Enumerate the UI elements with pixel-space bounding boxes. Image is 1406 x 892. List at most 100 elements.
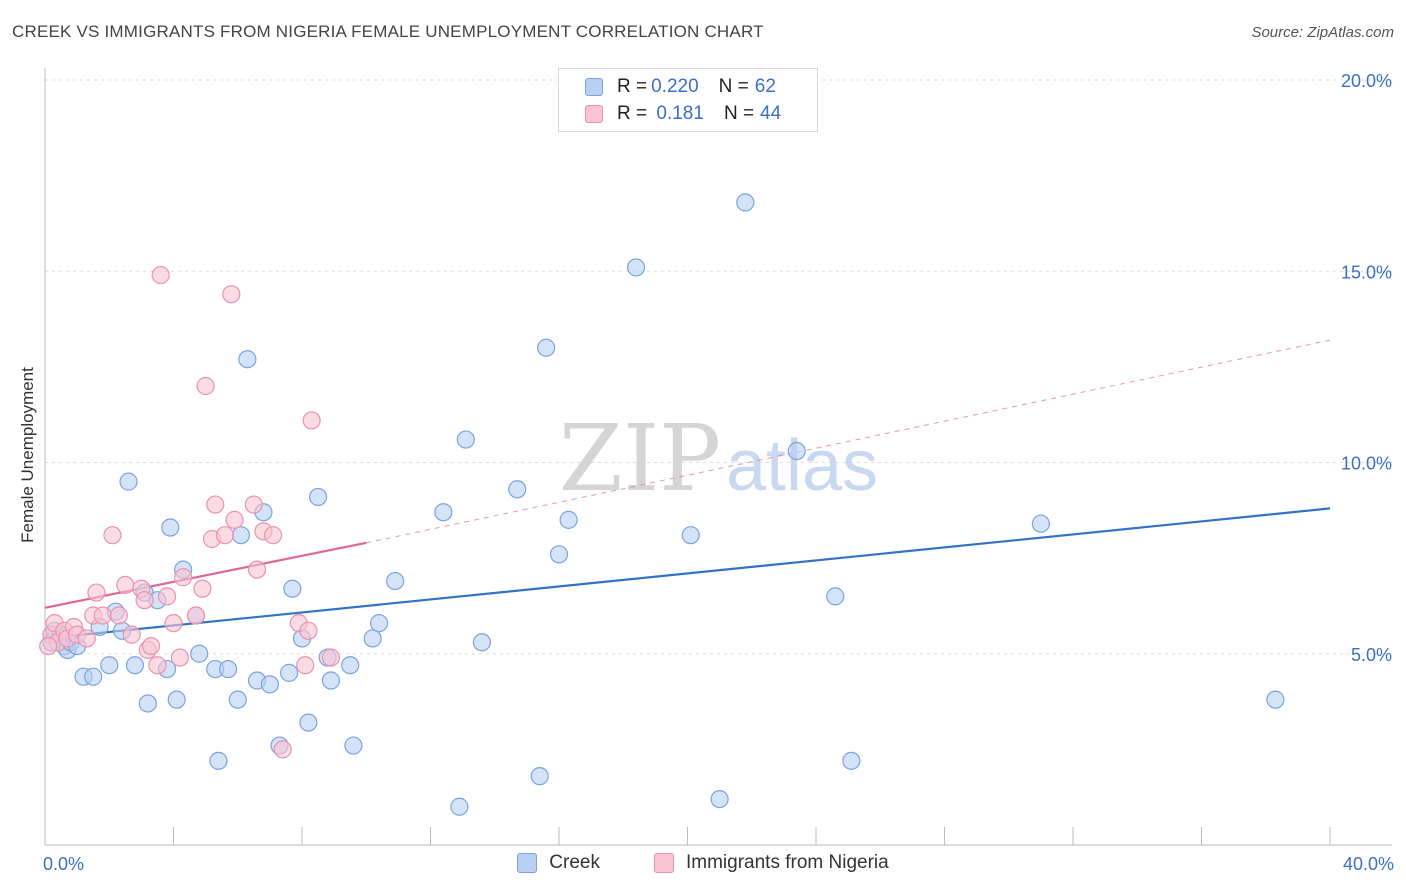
data-points xyxy=(39,193,1285,816)
creek-point xyxy=(842,751,861,770)
creek-point xyxy=(626,258,646,277)
nigeria-point xyxy=(93,606,112,625)
legend-n-value-nigeria: 44 xyxy=(760,103,782,124)
creek-point xyxy=(530,767,549,786)
creek-point xyxy=(238,350,257,369)
legend-n-value-creek: 62 xyxy=(754,76,776,97)
chart-title: CREEK VS IMMIGRANTS FROM NIGERIA FEMALE … xyxy=(12,22,764,41)
nigeria-point xyxy=(77,629,96,648)
creek-trend-line xyxy=(44,507,1331,640)
creek-point xyxy=(370,614,389,633)
creek-point xyxy=(209,751,228,770)
y-tick-label: 20.0% xyxy=(1341,71,1392,91)
legend-n-label: N = xyxy=(723,103,755,124)
creek-point xyxy=(219,659,238,679)
watermark-zip: ZIP xyxy=(559,405,721,512)
nigeria-point xyxy=(39,636,58,656)
x-tick-label-max: 40.0% xyxy=(1343,854,1394,874)
legend-swatch-nigeria xyxy=(585,105,603,123)
creek-point xyxy=(321,671,341,690)
creek-point xyxy=(559,510,578,529)
creek-point xyxy=(283,579,302,598)
x-tick-label-min: 0.0% xyxy=(43,854,84,874)
creek-point xyxy=(537,338,556,357)
nigeria-point xyxy=(174,568,193,587)
nigeria-point xyxy=(321,648,341,667)
nigeria-trend-extension xyxy=(366,339,1331,544)
nigeria-point xyxy=(141,636,161,656)
creek-point xyxy=(434,503,453,522)
nigeria-point xyxy=(122,625,141,644)
creek-point xyxy=(228,690,247,709)
legend-n-label: N = xyxy=(718,76,749,97)
nigeria-point xyxy=(193,579,212,598)
creek-point xyxy=(472,633,491,652)
legend-row-nigeria: R = 0.181 N = 44 xyxy=(585,102,781,126)
nigeria-point xyxy=(302,411,321,430)
creek-point xyxy=(787,441,806,461)
nigeria-point xyxy=(103,526,122,545)
legend-r-label: R = xyxy=(617,103,648,124)
creek-point xyxy=(161,518,180,537)
creek-point xyxy=(280,663,299,682)
tick-labels: 5.0% 10.0% 15.0% 20.0% 0.0% 40.0% xyxy=(43,71,1394,874)
nigeria-point xyxy=(222,285,241,304)
creek-point xyxy=(736,193,755,212)
creek-point xyxy=(341,656,360,675)
legend-r-value-nigeria: 0.181 xyxy=(651,103,704,124)
nigeria-point xyxy=(151,265,170,285)
y-tick-label: 15.0% xyxy=(1341,262,1392,282)
y-tick-label: 10.0% xyxy=(1341,454,1392,474)
legend-swatch-creek xyxy=(585,78,603,96)
nigeria-point xyxy=(215,526,234,545)
nigeria-point xyxy=(170,648,190,667)
bottom-legend: Creek Immigrants from Nigeria xyxy=(0,852,1406,874)
y-tick-label: 5.0% xyxy=(1351,645,1392,665)
creek-point xyxy=(231,526,251,545)
creek-point xyxy=(456,430,475,449)
creek-point xyxy=(84,667,103,686)
bottom-legend-creek: Creek xyxy=(517,852,600,874)
creek-point xyxy=(344,736,363,755)
creek-point xyxy=(450,797,469,816)
creek-point xyxy=(100,656,119,675)
watermark: ZIP atlas xyxy=(559,405,878,512)
creek-point xyxy=(681,526,700,545)
creek-point xyxy=(826,587,845,606)
axes xyxy=(44,68,1392,846)
creek-point xyxy=(1031,514,1050,533)
creek-point xyxy=(190,644,209,663)
bottom-legend-swatch-creek xyxy=(517,853,538,873)
nigeria-point xyxy=(296,656,315,675)
watermark-atlas: atlas xyxy=(726,426,878,506)
nigeria-point xyxy=(109,606,128,625)
creek-point xyxy=(363,629,382,648)
legend: R = 0.220 N = 62 R = 0.181 N = 44 xyxy=(558,68,818,132)
creek-point xyxy=(386,571,405,591)
creek-point xyxy=(1266,690,1285,709)
creek-point xyxy=(299,713,318,732)
nigeria-point xyxy=(247,560,267,579)
creek-point xyxy=(260,675,279,694)
nigeria-point xyxy=(225,510,244,529)
bottom-legend-nigeria: Immigrants from Nigeria xyxy=(653,852,889,874)
bottom-legend-label-nigeria: Immigrants from Nigeria xyxy=(685,852,889,873)
nigeria-point xyxy=(273,740,292,759)
legend-row-creek: R = 0.220 N = 62 xyxy=(585,75,776,99)
bottom-legend-swatch-nigeria xyxy=(653,853,674,873)
nigeria-point xyxy=(87,583,106,602)
legend-r-label: R = xyxy=(617,76,648,97)
source-label: Source: ZipAtlas.com xyxy=(1251,24,1394,41)
creek-point xyxy=(119,472,138,491)
nigeria-point xyxy=(196,376,215,396)
legend-r-value-creek: 0.220 xyxy=(651,76,699,97)
nigeria-point xyxy=(186,606,206,625)
nigeria-point xyxy=(116,575,135,595)
creek-point xyxy=(710,789,729,809)
nigeria-point xyxy=(164,614,183,633)
creek-point xyxy=(138,694,157,713)
creek-point xyxy=(167,690,186,709)
nigeria-point xyxy=(148,656,167,675)
nigeria-point xyxy=(135,591,154,610)
